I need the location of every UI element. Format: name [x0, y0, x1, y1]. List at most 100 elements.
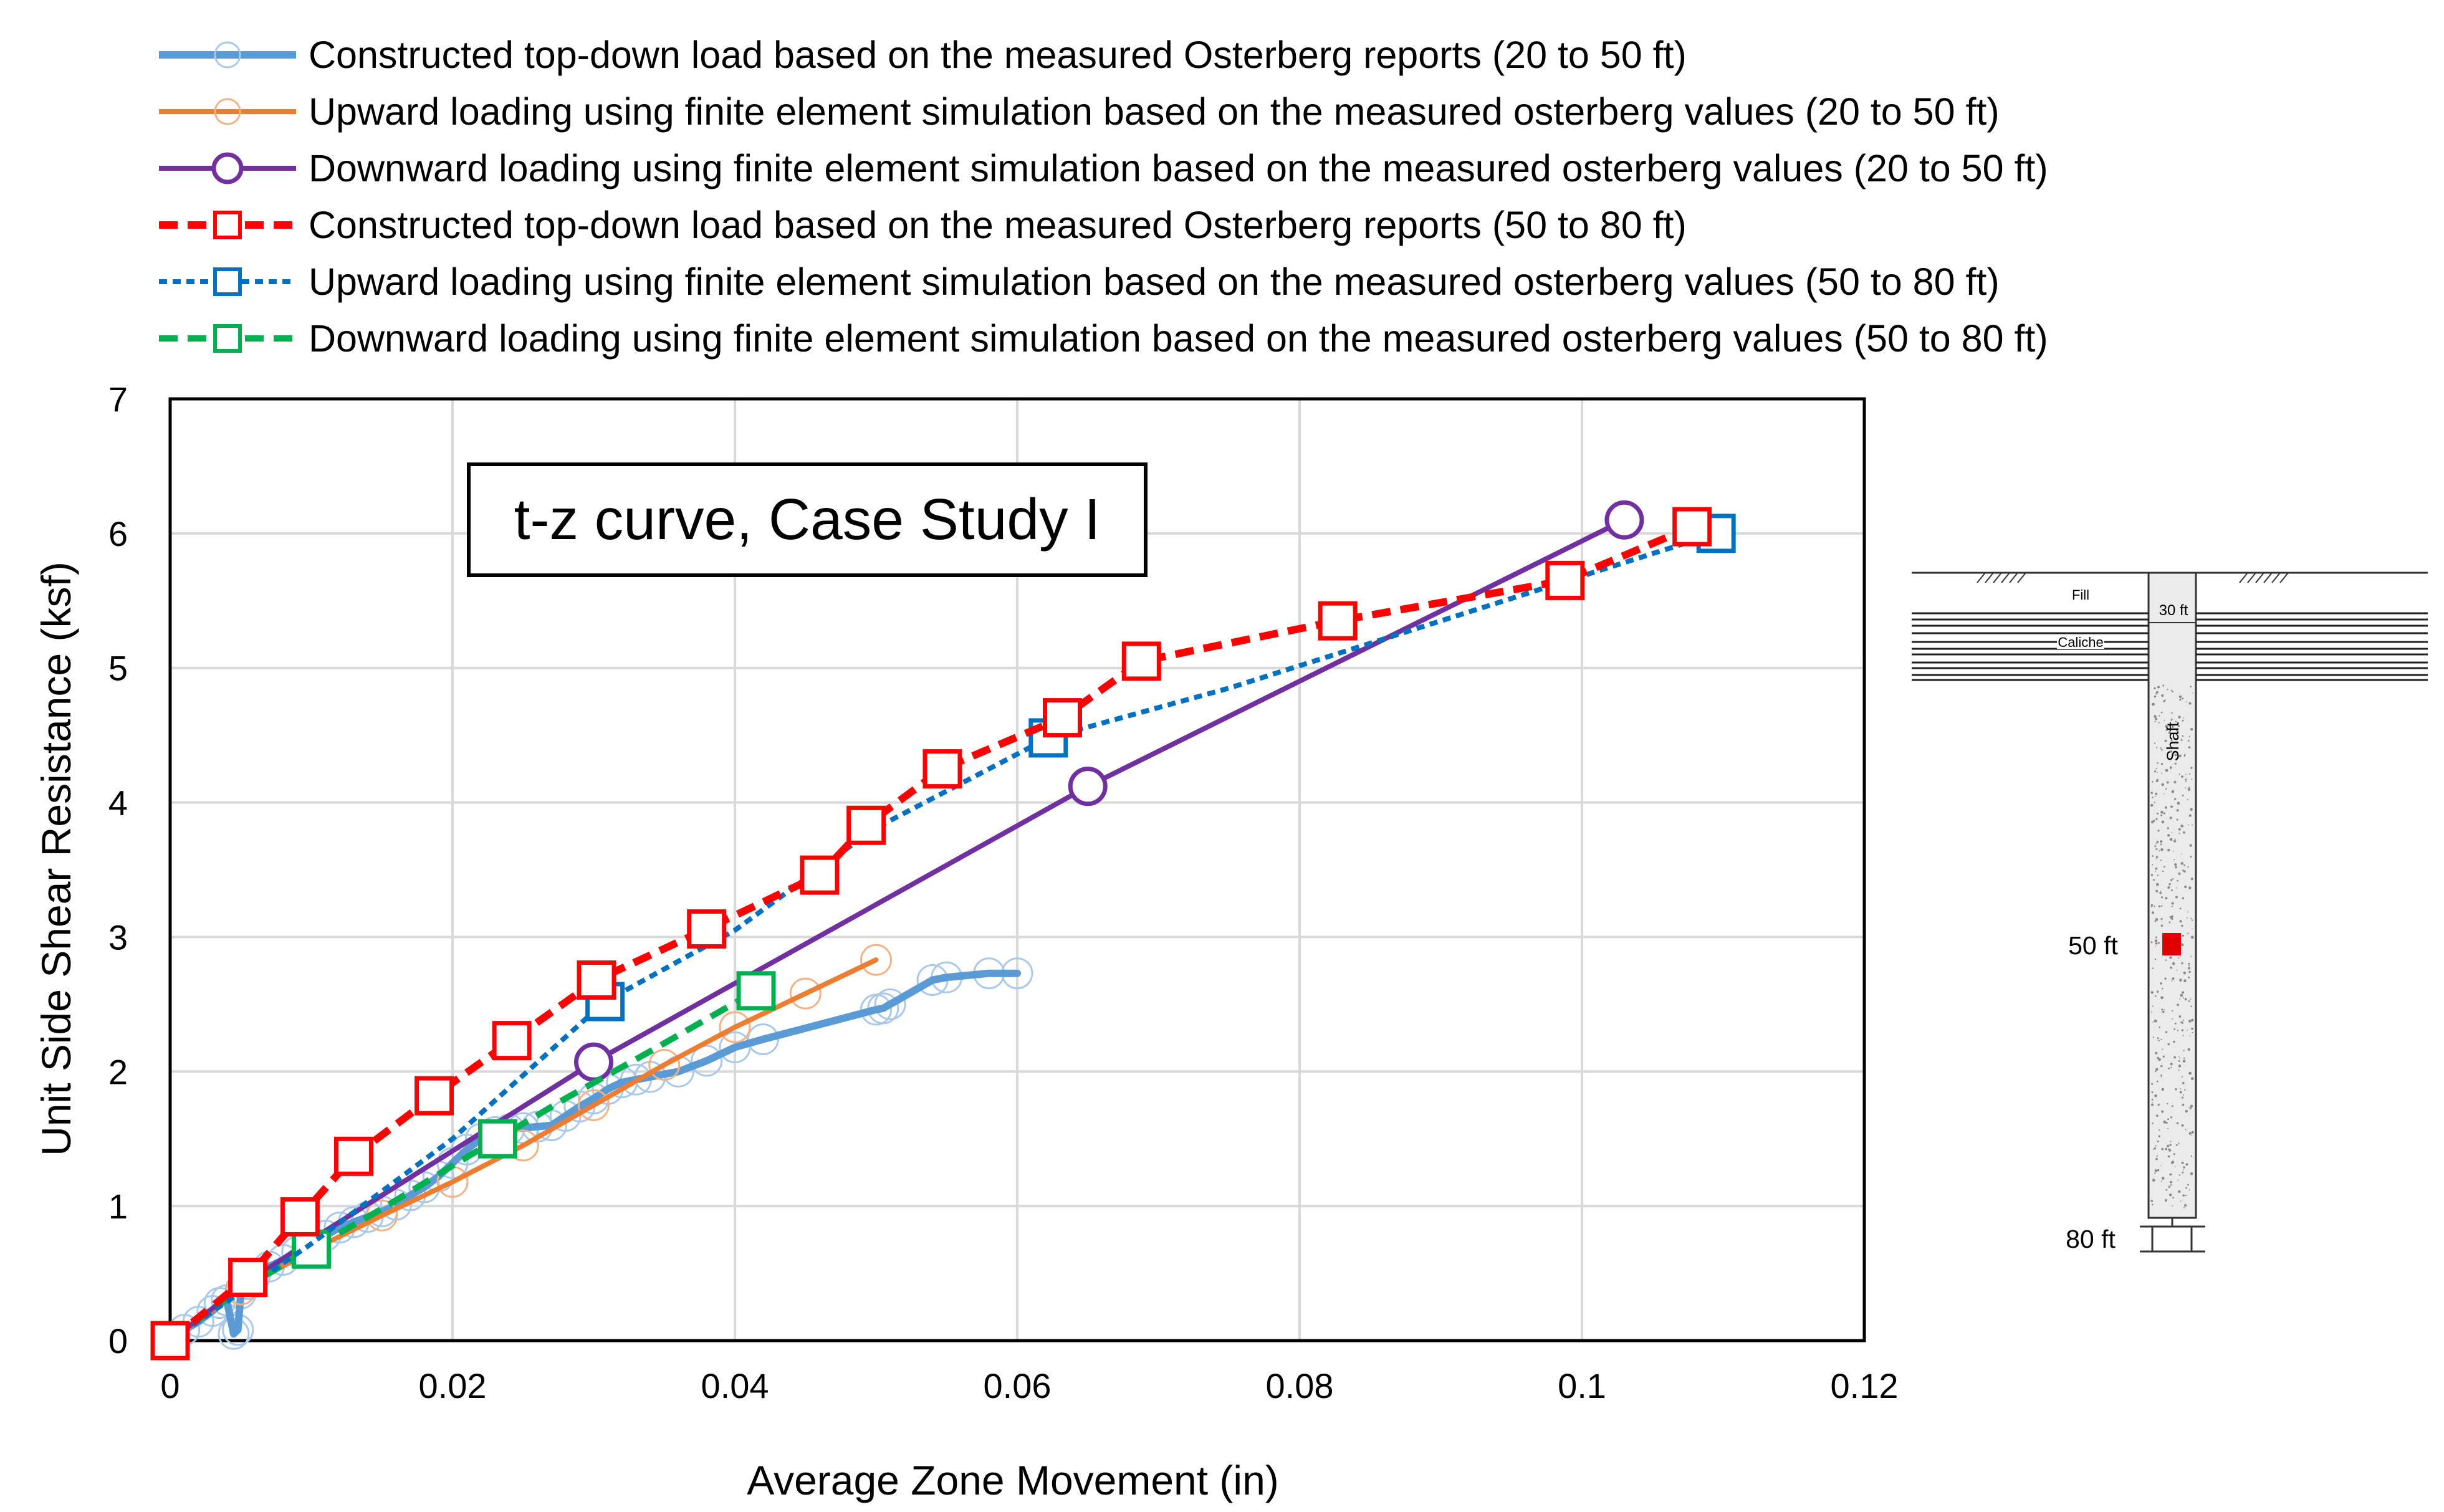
speckle	[2185, 778, 2187, 781]
speckle	[2166, 781, 2169, 784]
speckle	[2178, 773, 2180, 775]
speckle	[2157, 762, 2159, 764]
speckle	[2183, 972, 2186, 975]
speckle	[2175, 720, 2177, 722]
speckle	[2157, 778, 2159, 780]
speckle	[2173, 840, 2177, 843]
speckle	[2170, 1066, 2172, 1068]
speckle	[2183, 1050, 2185, 1051]
speckle	[2165, 768, 2168, 772]
speckle	[2179, 1057, 2180, 1059]
speckle	[2187, 917, 2188, 919]
speckle	[2170, 739, 2173, 742]
speckle	[2182, 997, 2184, 999]
speckle	[2191, 1027, 2193, 1030]
speckle	[2178, 1060, 2180, 1062]
legend-entry-1: Constructed top-down load based on the m…	[159, 34, 1687, 76]
data-point	[492, 1021, 532, 1061]
speckle	[2154, 720, 2156, 722]
speckle	[2182, 991, 2185, 994]
speckle	[2158, 1058, 2161, 1061]
data-point	[800, 855, 840, 895]
caliche-label-bg	[2057, 636, 2104, 649]
speckle	[2187, 1184, 2189, 1186]
speckle	[2155, 889, 2159, 892]
speckle	[2182, 1081, 2185, 1084]
data-point	[1121, 641, 1161, 681]
speckle	[2154, 845, 2157, 848]
series-4	[150, 507, 1712, 1361]
speckle	[2172, 977, 2175, 980]
speckle	[2188, 773, 2190, 775]
speckle	[2173, 1040, 2175, 1043]
legend-entry-3: Downward loading using finite element si…	[159, 147, 2048, 189]
data-point	[578, 1089, 610, 1121]
speckle	[2158, 1040, 2160, 1041]
speckle	[2160, 1165, 2162, 1167]
x-tick-label: 0.06	[984, 1366, 1052, 1405]
plot-area: 0 0.02 0.04 0.06 0.08 0.1 0.12 0 1 2 3 4 5 6 7 t-z cur…	[33, 380, 1899, 1503]
speckle	[2160, 711, 2163, 714]
speckle	[2152, 797, 2154, 798]
speckle	[2185, 1187, 2187, 1189]
speckle	[2169, 750, 2173, 753]
speckle	[2177, 879, 2178, 882]
speckle	[2162, 1010, 2165, 1013]
speckle	[2187, 866, 2189, 868]
speckle	[2178, 754, 2182, 758]
speckle	[2167, 827, 2169, 830]
speckle	[2182, 697, 2184, 700]
speckle	[2156, 841, 2159, 843]
speckle	[2190, 1155, 2193, 1157]
speckle	[2153, 1149, 2155, 1151]
speckle	[2155, 1145, 2157, 1147]
speckle	[2154, 920, 2157, 922]
data-point	[213, 324, 242, 353]
speckle	[2171, 917, 2173, 921]
speckle	[2180, 862, 2184, 865]
speckle	[2190, 1005, 2192, 1008]
speckle	[2181, 1124, 2184, 1127]
speckle	[2160, 1076, 2162, 1078]
speckle	[2184, 998, 2187, 1001]
speckle	[2155, 936, 2157, 939]
data-point	[214, 98, 241, 125]
speckle	[2188, 787, 2190, 788]
speckle	[2160, 749, 2163, 751]
speckle	[2150, 941, 2153, 944]
x-tick-label: 0.1	[1558, 1366, 1606, 1405]
legend-label: Downward loading using finite element si…	[309, 317, 2048, 360]
speckle	[2156, 1155, 2158, 1157]
data-point	[736, 971, 776, 1011]
speckle	[2155, 995, 2157, 997]
speckle	[2179, 920, 2182, 923]
speckle	[2168, 1067, 2170, 1069]
speckle	[2178, 828, 2181, 831]
speckle	[2172, 1010, 2173, 1012]
speckle	[2181, 1161, 2184, 1164]
speckle	[2181, 853, 2182, 855]
speckle	[2188, 740, 2190, 742]
speckle	[2173, 859, 2175, 861]
speckle	[2165, 1121, 2168, 1124]
speckle	[2158, 1135, 2160, 1137]
speckle	[2191, 1135, 2192, 1136]
depth-80-label: 80 ft	[2066, 1225, 2116, 1253]
speckle	[2150, 905, 2153, 907]
speckle	[2170, 879, 2173, 881]
speckle	[2186, 701, 2187, 703]
speckle	[2165, 788, 2167, 790]
speckle	[2152, 1179, 2155, 1182]
speckle	[2178, 833, 2180, 835]
speckle	[2152, 855, 2154, 857]
x-tick-label: 0	[160, 1366, 180, 1405]
speckle	[2160, 848, 2164, 851]
speckle	[2152, 1021, 2154, 1023]
speckle	[2170, 1063, 2173, 1066]
speckle	[2188, 970, 2191, 974]
speckle	[2178, 1056, 2180, 1058]
data-point	[1604, 500, 1644, 540]
speckle	[2188, 886, 2192, 889]
speckle	[2183, 1094, 2184, 1096]
